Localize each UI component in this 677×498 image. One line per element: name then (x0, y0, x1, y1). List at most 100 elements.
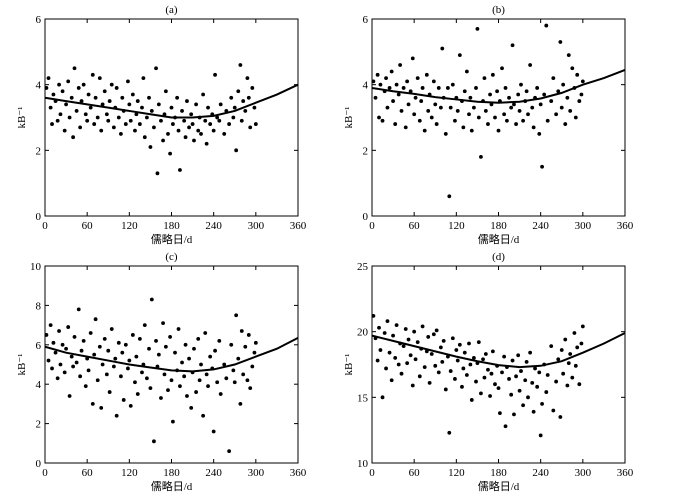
data-point (568, 352, 573, 356)
data-point (236, 89, 241, 94)
data-point (83, 112, 88, 117)
data-point (434, 122, 439, 126)
data-point (375, 358, 380, 363)
data-point (50, 122, 54, 126)
data-point (542, 92, 547, 97)
data-point (116, 115, 121, 120)
data-point (176, 327, 181, 331)
fit-curve (371, 332, 626, 369)
data-point (169, 378, 174, 383)
data-point (149, 109, 154, 113)
data-point (537, 370, 542, 375)
data-point (566, 361, 571, 366)
data-point (446, 86, 450, 90)
data-point (495, 89, 499, 94)
data-point (537, 132, 542, 136)
data-point (178, 384, 182, 389)
data-point (69, 354, 74, 359)
data-point (454, 348, 459, 352)
data-point (540, 402, 544, 406)
data-point (241, 372, 246, 377)
panel-d: 0 60 120 180 240 300 360 10 15 20 25 (d) 儒略日/d kB⁻¹ (343, 251, 634, 493)
data-point (535, 86, 540, 90)
data-point (441, 338, 446, 343)
data-point (169, 105, 174, 110)
data-point (83, 384, 88, 389)
data-point (399, 109, 404, 113)
data-point (549, 99, 554, 103)
data-point (573, 115, 578, 120)
x-tick-label: 360 (290, 220, 307, 232)
data-point (180, 109, 184, 113)
data-point (163, 344, 168, 349)
y-tick-label: 4 (363, 80, 369, 92)
data-point (382, 331, 387, 335)
data-point (440, 46, 445, 51)
data-point (163, 89, 168, 94)
data-point (462, 89, 467, 94)
data-point (239, 329, 244, 333)
data-point (554, 379, 559, 384)
data-point (389, 378, 394, 383)
x-tick-label: 120 (121, 467, 138, 479)
data-point (74, 109, 79, 113)
plot-frame (44, 265, 299, 464)
data-point (243, 109, 248, 113)
data-point (380, 395, 385, 400)
data-point (469, 398, 474, 402)
data-point (62, 370, 67, 375)
data-point (137, 336, 142, 341)
data-point (443, 132, 448, 136)
data-point (474, 379, 478, 384)
x-tick-label: 60 (82, 467, 94, 479)
data-point (545, 373, 550, 377)
x-tick-label: 60 (409, 220, 421, 232)
data-point (481, 357, 485, 362)
data-point (453, 118, 457, 123)
data-point (58, 362, 63, 367)
data-point (476, 115, 481, 120)
data-point (148, 145, 153, 149)
y-tick-label: 20 (357, 327, 369, 339)
panel-title: (c) (165, 251, 178, 263)
data-point (413, 95, 418, 100)
data-point (406, 337, 411, 342)
data-point (111, 364, 116, 369)
data-point (120, 95, 125, 100)
data-point (194, 390, 198, 394)
data-point (579, 341, 584, 346)
data-point (554, 112, 559, 117)
panel-title: (d) (492, 251, 505, 263)
data-point (468, 95, 473, 100)
data-point (378, 82, 383, 87)
data-point (140, 370, 144, 375)
data-point (201, 413, 206, 418)
data-point (248, 386, 253, 391)
data-point (154, 338, 158, 343)
data-point (403, 125, 408, 130)
data-point (371, 314, 376, 318)
data-point (568, 109, 573, 113)
data-point (106, 348, 111, 353)
data-point (137, 122, 142, 126)
data-point (161, 138, 165, 143)
data-point (577, 382, 582, 387)
data-point (102, 336, 107, 341)
data-point (161, 321, 165, 326)
data-point (448, 369, 453, 373)
data-point (246, 95, 251, 100)
y-axis-label: kB⁻¹ (343, 107, 355, 129)
panel-b: 0 60 120 180 240 300 360 0 2 4 6 (b) 儒略日/d kB⁻¹ (343, 4, 634, 246)
data-point (556, 357, 561, 362)
y-tick-label: 8 (36, 300, 42, 312)
fit-curve (44, 83, 299, 119)
x-tick-label: 300 (248, 220, 265, 232)
y-tick-label: 6 (36, 14, 42, 26)
data-point (176, 128, 181, 133)
data-point (206, 105, 210, 110)
data-point (479, 155, 483, 159)
data-point (58, 112, 63, 117)
y-tick-label: 0 (36, 458, 42, 470)
data-point (175, 95, 180, 100)
data-point (384, 366, 388, 371)
